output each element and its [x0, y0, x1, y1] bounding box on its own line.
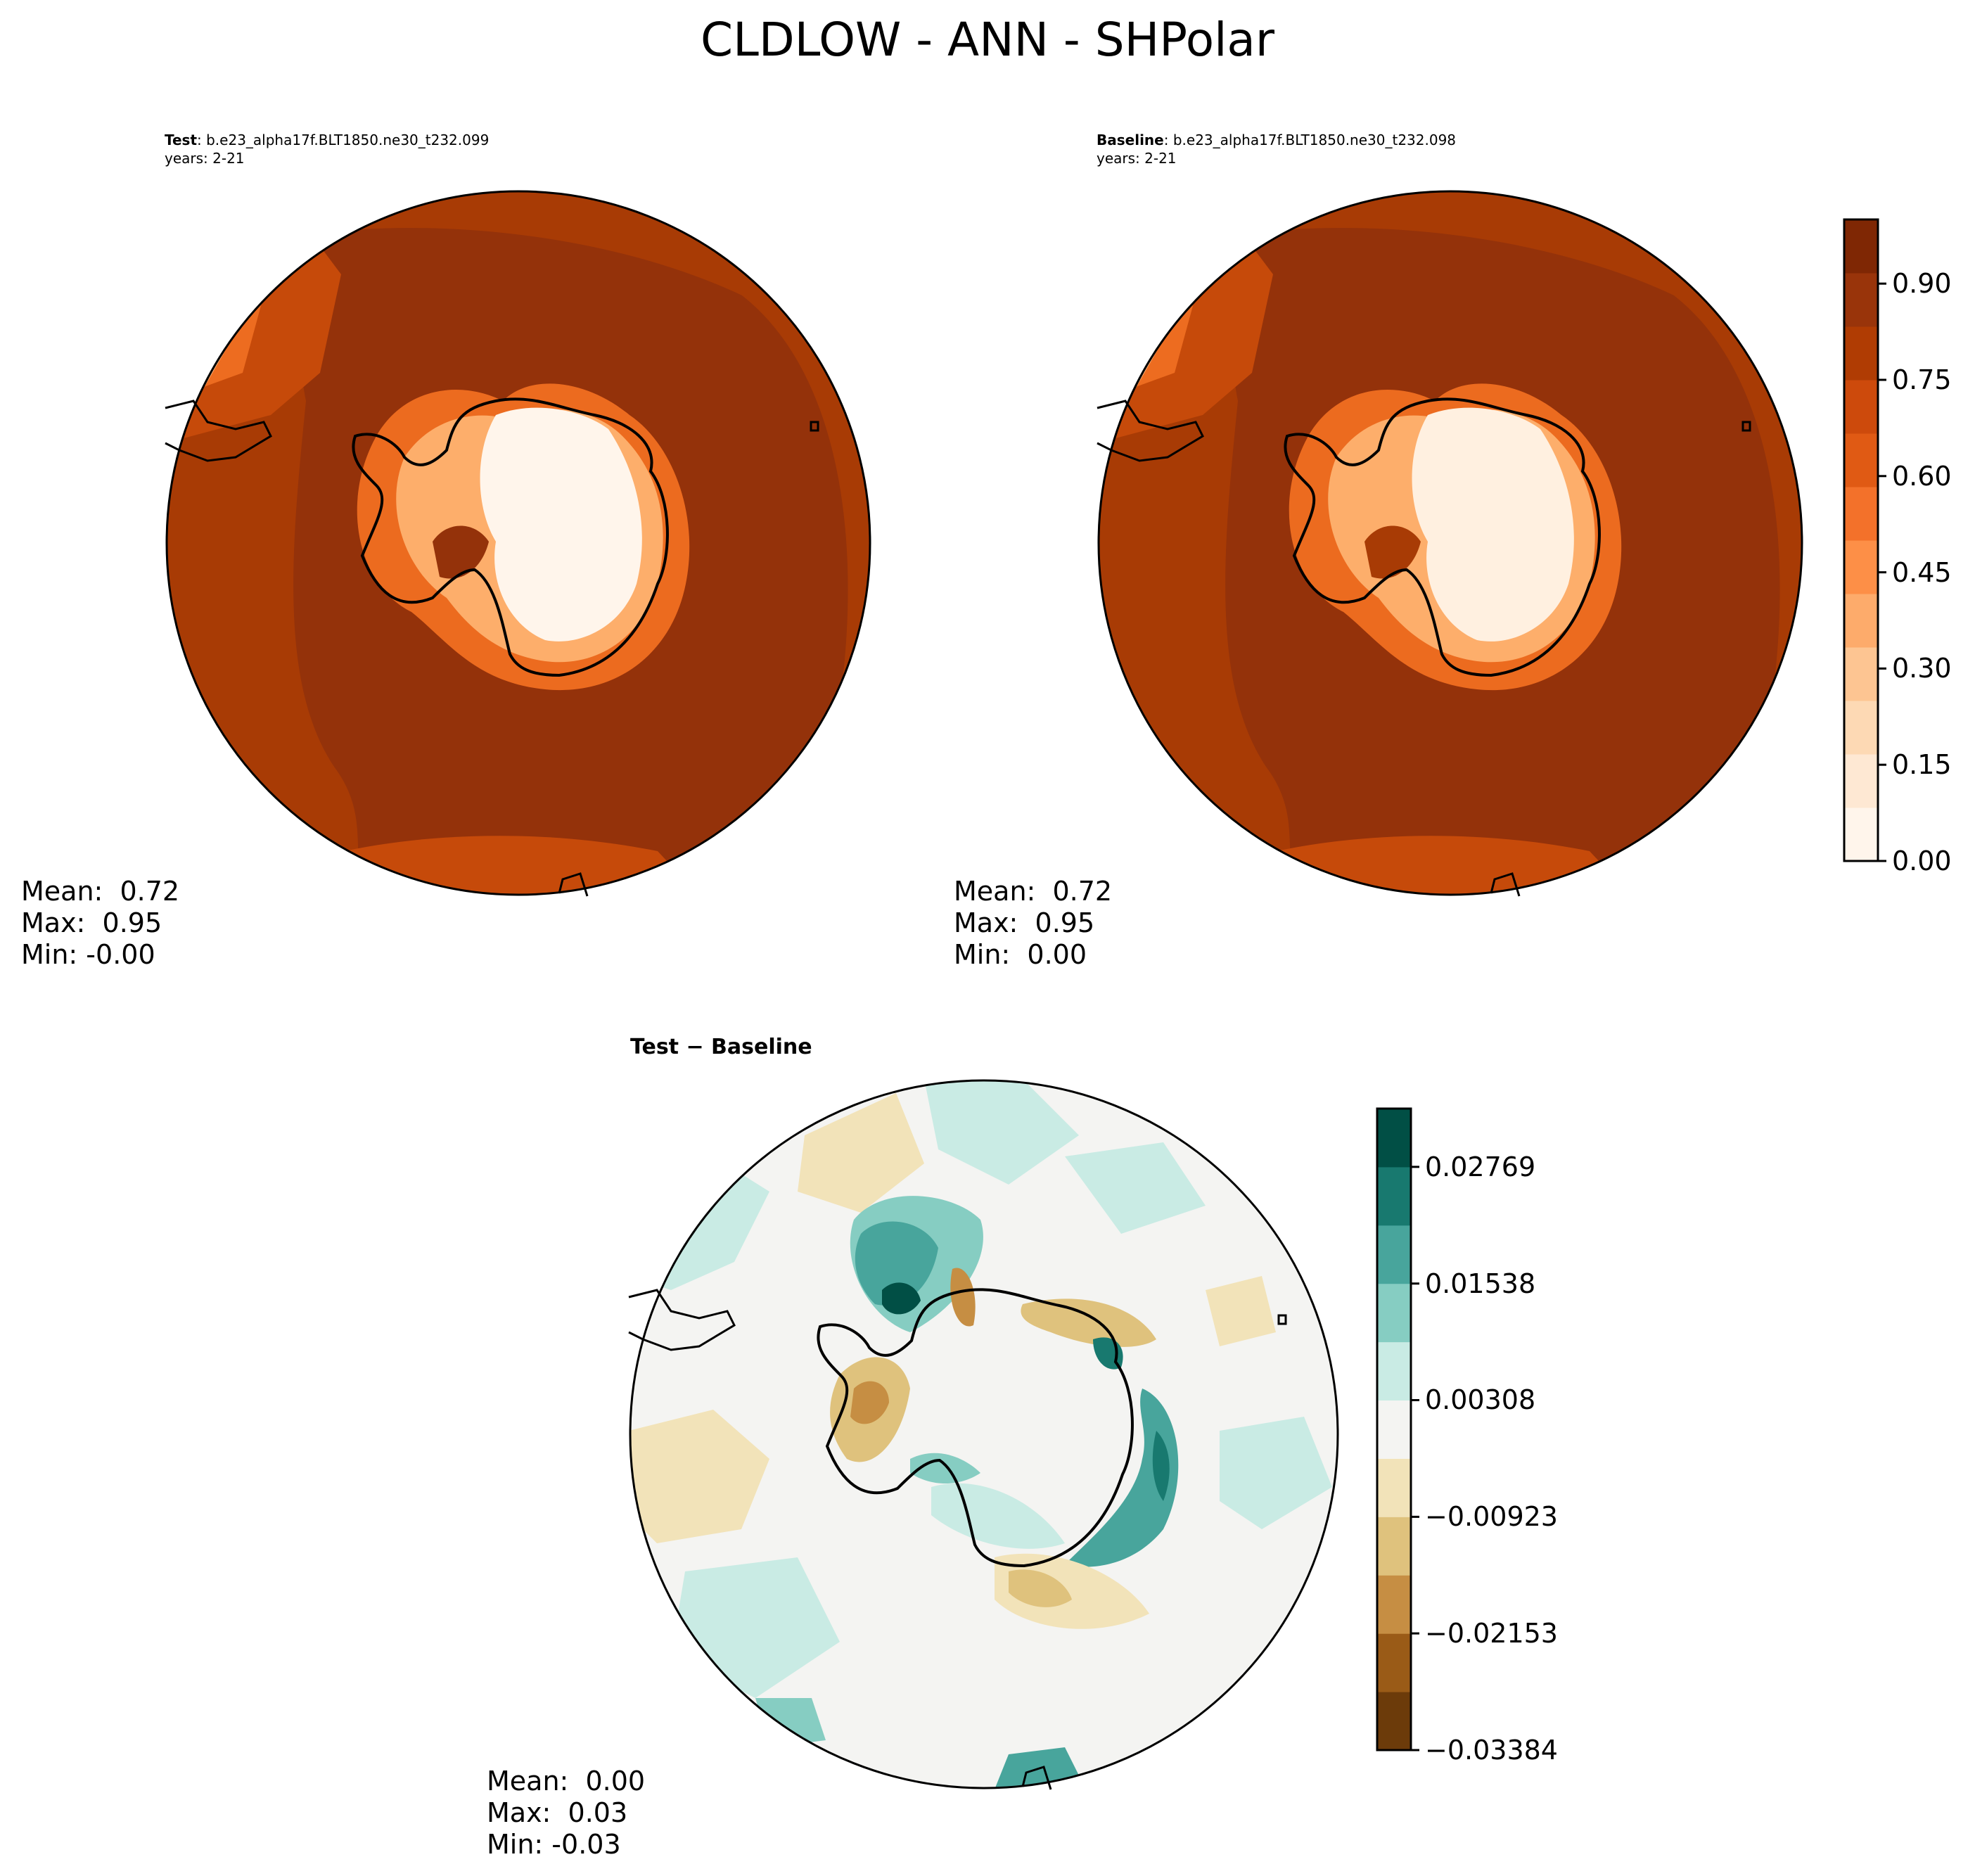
- colorbar-frame: [1376, 1107, 1412, 1751]
- diff-stats: Mean: 0.00 Max: 0.03 Min: -0.03: [487, 1766, 645, 1861]
- colorbar-band: [1844, 433, 1878, 487]
- colorbar-band: [1377, 1166, 1411, 1226]
- test-min: Min: -0.00: [21, 939, 155, 970]
- colorbar-tick-label: 0.90: [1892, 268, 1952, 300]
- baseline-label-bold: Baseline: [1097, 132, 1164, 148]
- main-colorbar: [1843, 218, 1886, 862]
- island-outline: [810, 421, 819, 432]
- antarctica-coastline: [1284, 397, 1601, 677]
- colorbar-band: [1377, 1692, 1411, 1751]
- test-label-bold: Test: [165, 132, 198, 148]
- island-outline: [1277, 1314, 1287, 1325]
- test-mean: Mean: 0.72: [21, 876, 180, 907]
- weddell-sea-cloud: [433, 525, 489, 579]
- test-max: Max: 0.95: [21, 907, 162, 938]
- colorbar-tick-label: −0.00923: [1425, 1501, 1558, 1533]
- map-boundary: [1097, 190, 1803, 896]
- colorbar-tick-label: 0.30: [1892, 653, 1952, 684]
- colorbar-tick-label: 0.01538: [1425, 1268, 1536, 1299]
- south-america-coastline: [628, 1289, 736, 1351]
- colorbar-tick-label: 0.60: [1892, 460, 1952, 492]
- weddell-sea-cloud: [1364, 525, 1421, 579]
- colorbar-band: [1377, 1575, 1411, 1634]
- south-america-coastline: [1097, 400, 1204, 462]
- diff-colorbar: [1376, 1107, 1419, 1751]
- colorbar-tick-label: −0.02153: [1425, 1618, 1558, 1650]
- colorbar-band: [1844, 808, 1878, 862]
- test-case-name: : b.e23_alpha17f.BLT1850.ne30_t232.099: [197, 132, 490, 148]
- colorbar-tick-label: 0.75: [1892, 364, 1952, 395]
- baseline-stats: Mean: 0.72 Max: 0.95 Min: 0.00: [954, 876, 1112, 971]
- diff-min: Min: -0.03: [487, 1829, 621, 1860]
- colorbar-band: [1844, 594, 1878, 648]
- baseline-years: years: 2-21: [1097, 150, 1177, 167]
- positive-anomaly-north: [924, 1080, 1079, 1185]
- colorbar-band: [1377, 1633, 1411, 1692]
- positive-anomaly-ross: [910, 1453, 980, 1483]
- colorbar-band: [1377, 1341, 1411, 1401]
- test-stats: Mean: 0.72 Max: 0.95 Min: -0.00: [21, 876, 179, 971]
- ice-sheet-interior: [1412, 407, 1574, 642]
- negative-anomaly-peninsula: [950, 1268, 976, 1327]
- positive-anomaly-weddell-core: [855, 1221, 938, 1306]
- map-boundary: [629, 1079, 1339, 1789]
- colorbar-tick-label: 0.00: [1892, 846, 1952, 876]
- diff-map: [628, 1079, 1339, 1790]
- diff-mean: Mean: 0.00: [487, 1766, 646, 1797]
- colorbar-band: [1377, 1458, 1411, 1517]
- south-america-coastline: [165, 400, 272, 462]
- colorbar-tick-label: −0.03384: [1425, 1735, 1558, 1766]
- colorbar-band: [1844, 754, 1878, 808]
- colorbar-band: [1844, 487, 1878, 541]
- colorbar-band: [1844, 647, 1878, 701]
- negative-anomaly-north: [798, 1093, 924, 1213]
- negative-anomaly-south-core: [1009, 1569, 1072, 1607]
- baseline-panel-title: Baseline: b.e23_alpha17f.BLT1850.ne30_t2…: [1097, 131, 1456, 167]
- positive-anomaly-coast-east: [1065, 1389, 1179, 1567]
- island-outline: [1741, 421, 1751, 432]
- negative-anomaly-weddell-core: [850, 1381, 889, 1424]
- baseline-min: Min: 0.00: [954, 939, 1087, 970]
- colorbar-band: [1844, 273, 1878, 327]
- diff-panel-title: Test − Baseline: [630, 1035, 812, 1059]
- positive-anomaly-northeast: [1065, 1142, 1206, 1234]
- colorbar-tick-label: 0.02769: [1425, 1151, 1536, 1182]
- positive-anomaly-coast-core: [1152, 1431, 1170, 1501]
- colorbar-band: [1377, 1400, 1411, 1459]
- test-years: years: 2-21: [165, 150, 245, 167]
- baseline-case-name: : b.e23_alpha17f.BLT1850.ne30_t232.098: [1163, 132, 1457, 148]
- baseline-max: Max: 0.95: [954, 907, 1095, 938]
- negative-anomaly-east: [1021, 1298, 1156, 1347]
- australia-coastline: [558, 872, 589, 897]
- antarctica-coastline: [817, 1288, 1134, 1568]
- colorbar-band: [1377, 1225, 1411, 1284]
- australia-coastline: [1490, 872, 1521, 897]
- map-boundary: [165, 190, 871, 896]
- positive-anomaly-east-edge: [1220, 1417, 1332, 1529]
- colorbar-band: [1844, 540, 1878, 594]
- test-panel-title: Test: b.e23_alpha17f.BLT1850.ne30_t232.0…: [165, 131, 489, 167]
- antarctica-coastline: [352, 397, 669, 677]
- colorbar-band: [1844, 380, 1878, 434]
- negative-anomaly-northeast: [1206, 1276, 1276, 1346]
- colorbar-band: [1377, 1109, 1411, 1168]
- colorbar-frame: [1843, 218, 1879, 862]
- figure-title: CLDLOW - ANN - SHPolar: [700, 13, 1274, 67]
- max-anomaly: [882, 1282, 921, 1315]
- australia-coastline: [1021, 1766, 1052, 1790]
- colorbar-band: [1844, 326, 1878, 381]
- colorbar-tick-label: 0.15: [1892, 749, 1952, 781]
- ice-sheet-interior: [480, 407, 642, 642]
- colorbar-band: [1377, 1283, 1411, 1343]
- baseline-map: [1097, 190, 1803, 897]
- colorbar-tick-label: 0.00308: [1425, 1384, 1536, 1416]
- negative-anomaly-west: [630, 1410, 769, 1543]
- diff-max: Max: 0.03: [487, 1797, 628, 1828]
- test-map: [165, 190, 871, 897]
- colorbar-band: [1844, 219, 1878, 274]
- colorbar-tick-label: 0.45: [1892, 556, 1952, 588]
- baseline-mean: Mean: 0.72: [954, 876, 1113, 907]
- colorbar-band: [1844, 701, 1878, 755]
- colorbar-band: [1377, 1517, 1411, 1576]
